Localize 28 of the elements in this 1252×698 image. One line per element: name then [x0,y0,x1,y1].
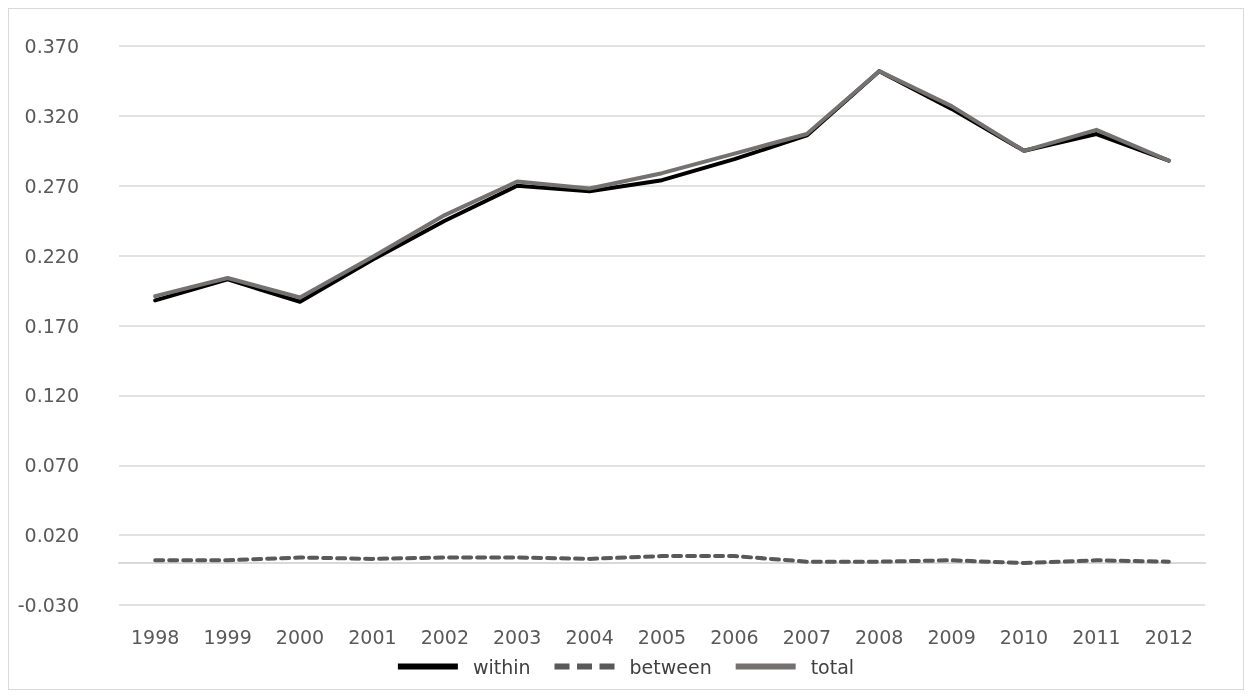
legend-label: between [629,655,712,678]
x-tick-label: 2007 [782,625,831,648]
y-tick-label: 0.320 [24,104,79,127]
legend-label: within [472,655,531,678]
x-tick-label: 1998 [131,625,180,648]
y-tick-label: 0.170 [24,314,79,337]
x-tick-label: 2001 [348,625,397,648]
x-tick-label: 2011 [1072,625,1121,648]
x-tick-label: 2009 [927,625,976,648]
x-tick-label: 2002 [420,625,469,648]
y-tick-label: 0.220 [24,244,79,267]
legend-label: total [810,655,855,678]
x-tick-label: 2006 [710,625,759,648]
x-tick-label: 2008 [855,625,904,648]
x-tick-label: 1999 [203,625,252,648]
x-tick-label: 2005 [637,625,687,648]
y-tick-label: 0.270 [24,174,79,197]
line-series [153,554,1171,566]
x-tick-label: 2004 [565,625,614,648]
y-tick-label: 0.020 [24,524,79,547]
x-tick-label: 2010 [999,625,1049,648]
y-tick-label: 0.370 [24,35,79,57]
x-tick-label: 2000 [275,625,325,648]
y-tick-label: -0.030 [17,594,79,616]
x-tick-label: 2003 [493,625,542,648]
x-tick-label: 2012 [1144,625,1193,648]
y-tick-label: 0.070 [24,454,79,477]
y-tick-label: 0.120 [24,384,79,407]
